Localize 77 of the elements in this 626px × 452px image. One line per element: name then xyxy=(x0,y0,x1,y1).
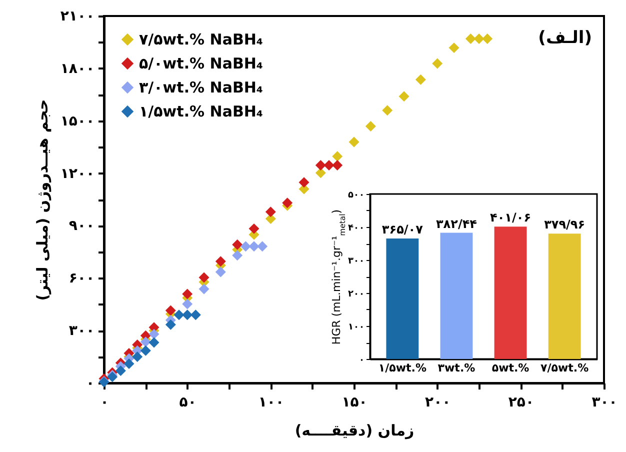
point xyxy=(398,91,410,102)
y-tick-label: ۱۵۰۰ xyxy=(60,113,94,130)
annotation: (الـف) xyxy=(538,28,592,48)
point xyxy=(240,241,251,252)
point xyxy=(324,160,334,170)
data-label: ۳۸۲/۴۴ xyxy=(436,216,477,231)
x-tick-label: ۰ xyxy=(100,394,109,410)
point xyxy=(365,121,376,132)
point xyxy=(182,298,193,310)
x-tick-label: ۳wt.% xyxy=(438,362,476,374)
legend-label: ۱/۵wt.% NaBH₄ xyxy=(139,102,263,120)
point xyxy=(198,272,210,283)
point xyxy=(348,136,360,148)
point xyxy=(115,366,126,376)
point xyxy=(257,241,268,252)
y-tick-label: ۲۰۰ xyxy=(348,290,364,300)
point xyxy=(448,42,460,54)
point xyxy=(140,336,151,348)
y-tick-label: ۱۰۰ xyxy=(348,322,364,332)
point xyxy=(198,284,210,294)
y-tick-label: ۱۸۰۰ xyxy=(60,60,94,77)
point xyxy=(190,310,201,320)
x-axis-title: زمان (دقیقــــه) xyxy=(294,422,414,440)
data-label: ۳۷۹/۹۶ xyxy=(544,218,586,232)
y-axis-title: حجم هیــدروژن (میلی لیتر) xyxy=(33,99,52,301)
point xyxy=(232,239,243,250)
point xyxy=(265,206,276,218)
x-tick-label: ۲۰۰ xyxy=(425,394,451,410)
y-tick-label: ۳۰۰ xyxy=(68,323,94,340)
point xyxy=(148,337,160,348)
point xyxy=(182,310,193,320)
data-label: ۳۶۵/۰۷ xyxy=(382,222,424,237)
point xyxy=(415,74,426,85)
point xyxy=(282,198,293,208)
y-tick-label: ۹۰۰ xyxy=(68,218,94,234)
point xyxy=(165,305,176,316)
point xyxy=(148,328,160,340)
point xyxy=(332,160,343,170)
y-tick-label: ۳۰۰ xyxy=(348,256,364,266)
point xyxy=(474,33,484,44)
point xyxy=(315,160,326,170)
point xyxy=(432,58,443,69)
x-tick-label: ۱۰۰ xyxy=(258,394,284,410)
data-label: ۴۰۱/۰۶ xyxy=(490,210,532,225)
point xyxy=(465,33,476,44)
legend-label: ۳/۰wt.% NaBH₄ xyxy=(139,78,263,96)
point xyxy=(215,256,226,267)
point xyxy=(482,33,493,44)
point xyxy=(132,352,143,362)
point xyxy=(232,250,243,261)
y-tick-label: ۱۲۰۰ xyxy=(60,166,94,182)
point xyxy=(248,241,260,252)
x-tick-label: ۳۰۰ xyxy=(592,394,618,410)
x-tick-label: ۱۵۰ xyxy=(342,394,368,410)
y-tick-label: ۶۰۰ xyxy=(68,270,94,287)
x-tick-label: ۲۵۰ xyxy=(508,394,534,410)
point xyxy=(174,310,184,320)
x-tick-label: ۵۰ xyxy=(179,394,196,410)
y-tick-label: ۴۰۰ xyxy=(348,224,364,234)
point xyxy=(248,223,260,234)
point xyxy=(182,288,193,300)
point xyxy=(315,168,326,178)
point xyxy=(332,151,343,162)
point xyxy=(165,319,176,330)
x-tick-label: ۵wt.% xyxy=(492,362,530,374)
x-tick-label: ۷/۵wt.% xyxy=(540,362,589,374)
y-tick-label: ۵۰۰ xyxy=(348,190,364,200)
legend-label: ۵/۰wt.% NaBH₄ xyxy=(139,54,263,72)
point xyxy=(298,177,310,188)
y-tick-label: ۲۱۰۰ xyxy=(60,8,94,24)
point xyxy=(140,345,151,356)
point xyxy=(124,358,134,370)
point xyxy=(215,266,226,278)
y-tick-label: ۰ xyxy=(86,376,94,392)
x-tick-label: ۱/۵wt.% xyxy=(378,362,426,374)
point xyxy=(382,105,393,116)
legend-label: ۷/۵wt.% NaBH₄ xyxy=(139,30,263,48)
